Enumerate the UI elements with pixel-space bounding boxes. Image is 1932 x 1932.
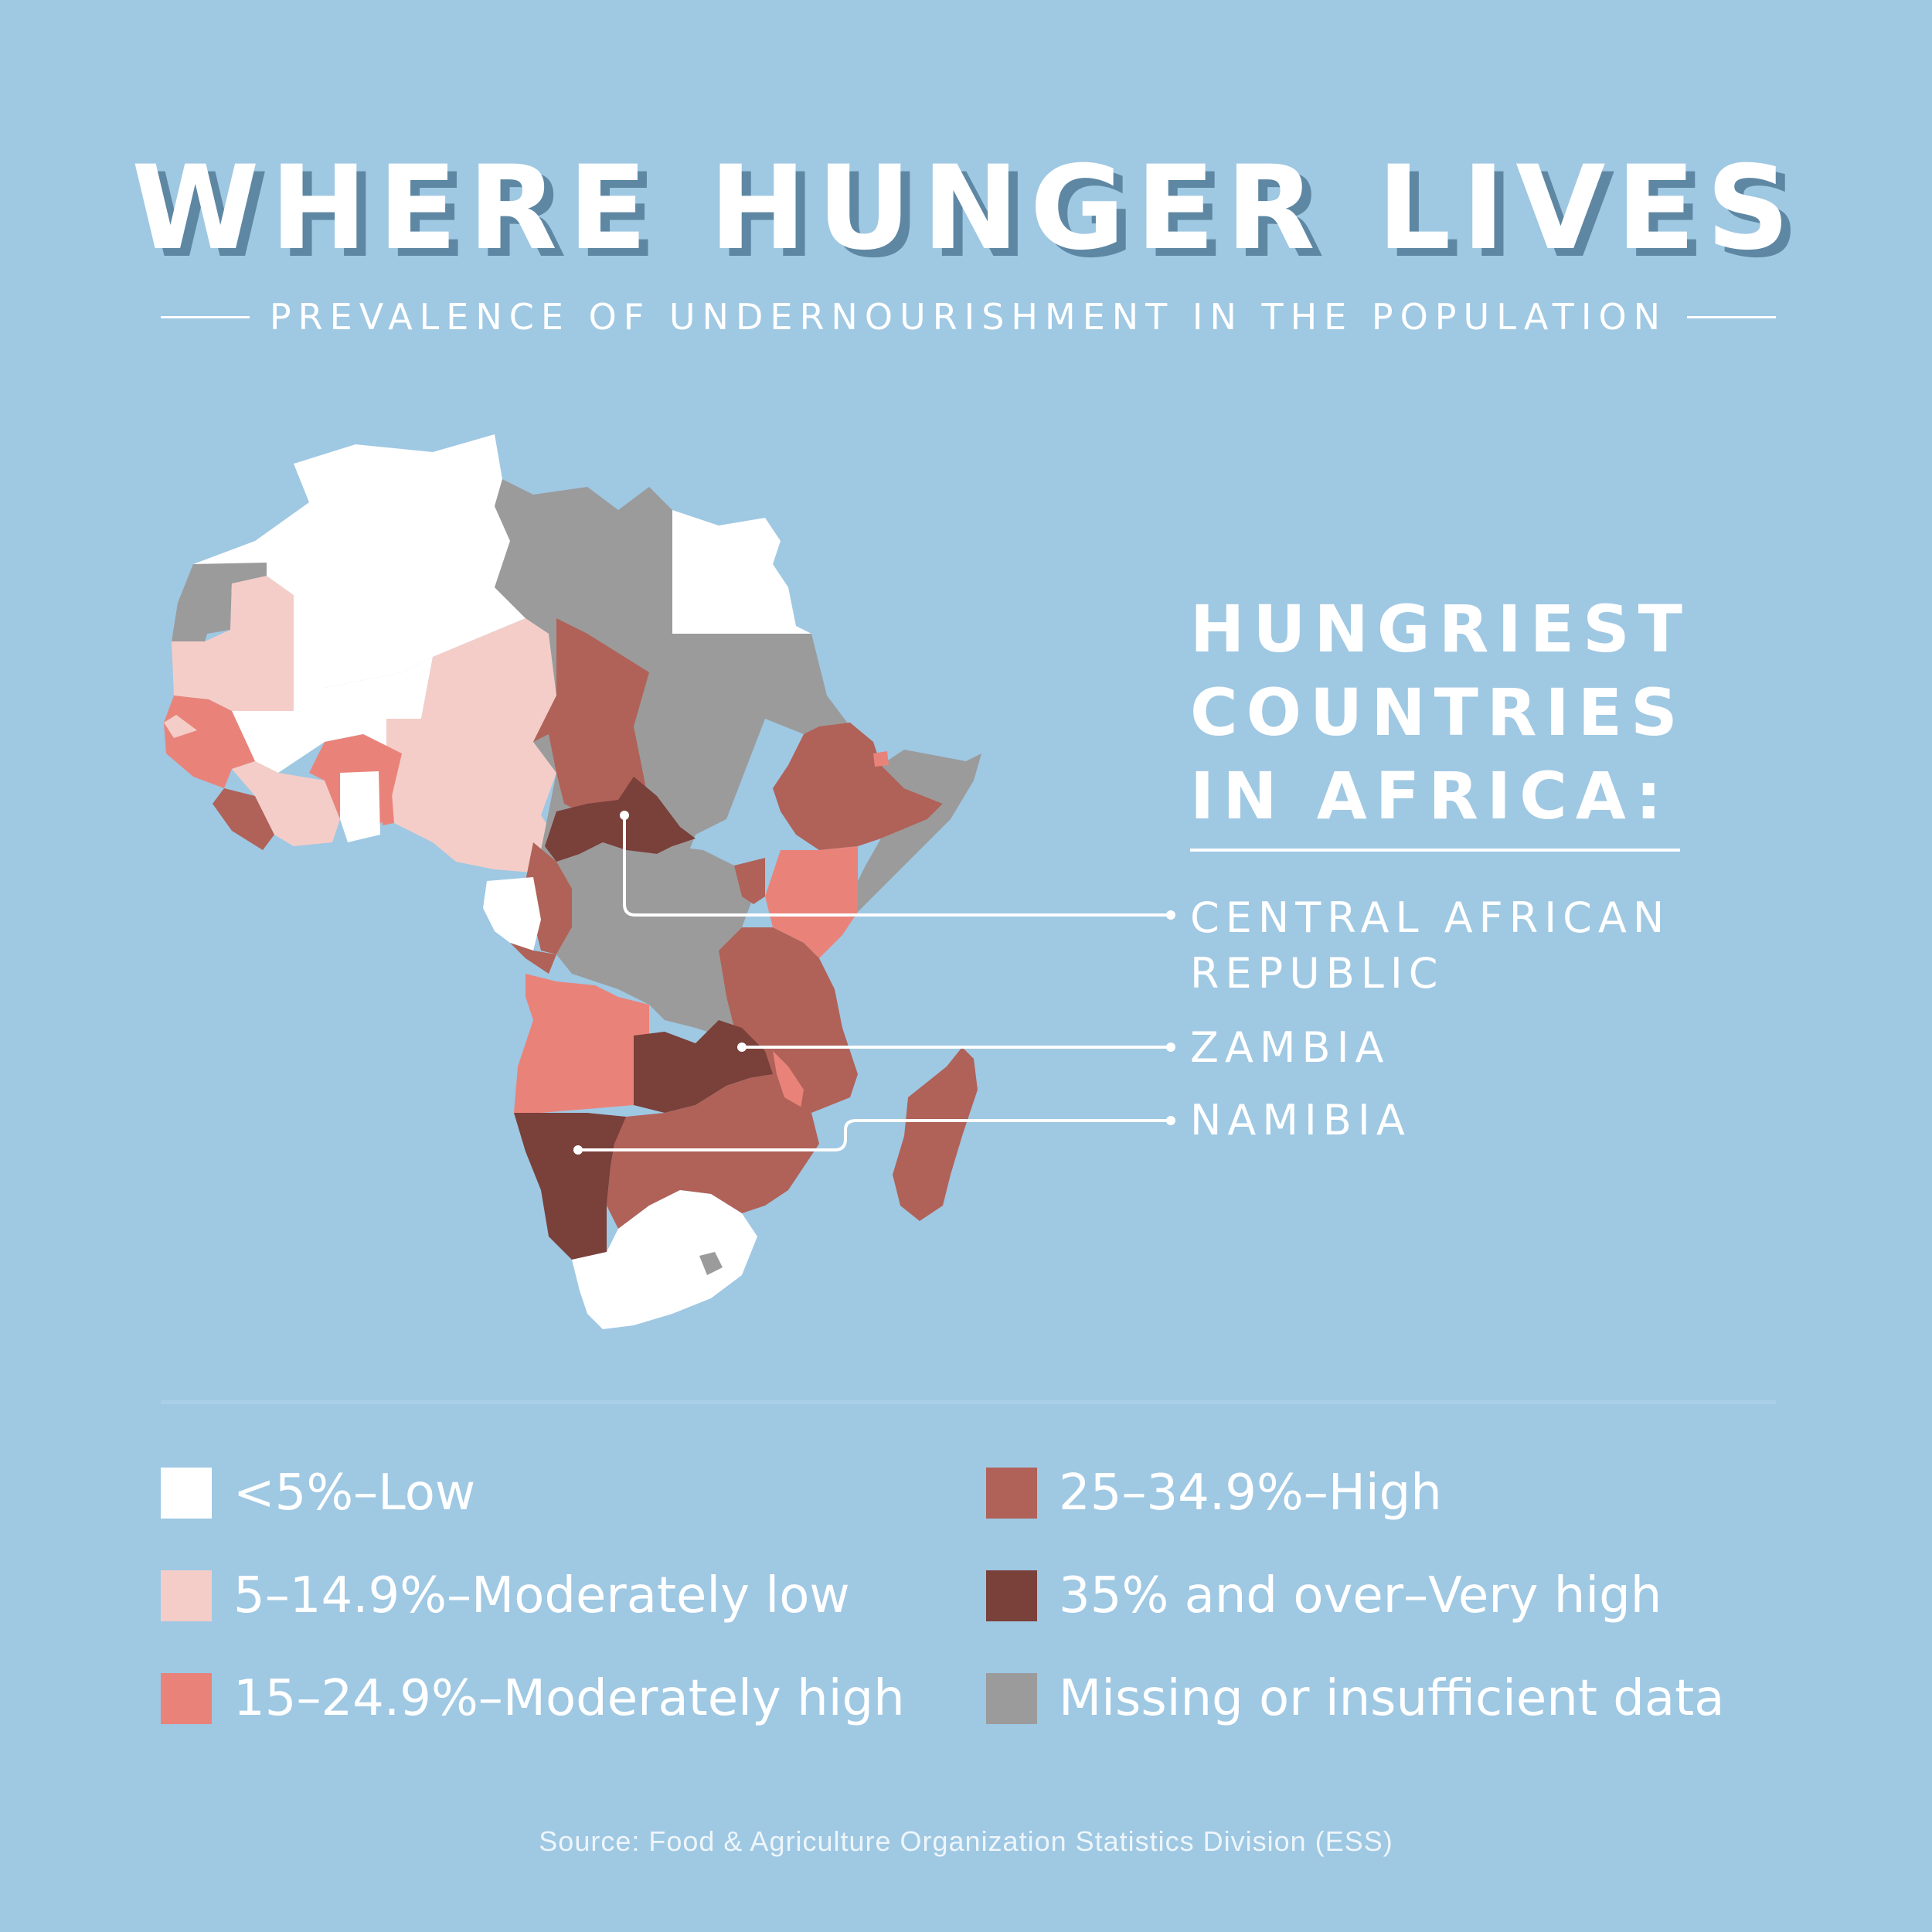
legend-item-moderately-high: 15–24.9%–Moderately high — [161, 1670, 905, 1727]
legend-item-moderately-low: 5–14.9%–Moderately low — [161, 1567, 850, 1624]
region-gambia[interactable] — [164, 715, 197, 738]
page-title: WHERE HUNGER LIVES — [131, 141, 1801, 276]
region-chad[interactable] — [533, 618, 649, 823]
region-togo[interactable] — [380, 773, 394, 825]
legend-item-high: 25–34.9%–High — [986, 1464, 1442, 1522]
callout-line-car — [623, 815, 1171, 917]
region-congo[interactable] — [510, 943, 556, 974]
legend-label: 15–24.9%–Moderately high — [233, 1670, 905, 1727]
region-tanzania[interactable] — [719, 927, 858, 1113]
region-gabon[interactable] — [483, 877, 541, 951]
region-djibouti[interactable] — [873, 751, 889, 767]
legend-label: Missing or insufficient data — [1059, 1670, 1725, 1727]
legend-label: 35% and over–Very high — [1059, 1567, 1662, 1624]
region-zambia[interactable] — [634, 1020, 773, 1113]
hungriest-rule — [1190, 849, 1680, 852]
region-mali[interactable] — [232, 595, 433, 773]
legend-item-missing: Missing or insufficient data — [986, 1670, 1724, 1727]
legend-label: 25–34.9%–High — [1059, 1464, 1442, 1522]
callout-label-line: REPUBLIC — [1190, 949, 1444, 998]
callout-line-namibia — [578, 1119, 1171, 1151]
legend-swatch — [161, 1673, 212, 1724]
region-car[interactable] — [545, 777, 696, 862]
subtitle-rule-right — [1687, 315, 1777, 318]
region-niger[interactable] — [386, 618, 564, 873]
legend-swatch — [161, 1570, 212, 1621]
legend-item-very-high: 35% and over–Very high — [986, 1567, 1662, 1624]
callout-car: CENTRAL AFRICAN REPUBLIC — [1190, 890, 1670, 1002]
region-malawi[interactable] — [773, 1051, 804, 1113]
callout-namibia: NAMIBIA — [1190, 1093, 1411, 1148]
legend-swatch — [986, 1468, 1037, 1519]
region-western-sahara[interactable] — [172, 563, 267, 641]
legend-item-low: <5%–Low — [161, 1464, 475, 1522]
region-ivory-coast[interactable] — [232, 761, 340, 846]
callout-dot-car-end — [1166, 910, 1175, 920]
hungriest-heading-line: HUNGRIEST — [1190, 591, 1691, 667]
hungriest-heading-line: COUNTRIES — [1190, 675, 1686, 750]
region-maghreb[interactable] — [193, 434, 526, 688]
legend-label: <5%–Low — [233, 1464, 476, 1522]
hungriest-heading-line: IN AFRICA: — [1190, 758, 1670, 834]
region-mauritania[interactable] — [172, 576, 294, 711]
region-somalia[interactable] — [850, 750, 981, 912]
page-subtitle: PREVALENCE OF UNDERNOURISHMENT IN THE PO… — [269, 296, 1668, 338]
region-egypt[interactable] — [672, 510, 811, 634]
callout-dot-namibia-start — [573, 1145, 583, 1155]
region-lesotho[interactable] — [699, 1252, 723, 1275]
region-uganda[interactable] — [734, 858, 765, 904]
region-kenya[interactable] — [765, 846, 858, 958]
region-south-africa[interactable] — [572, 1190, 757, 1329]
region-drc[interactable] — [556, 842, 753, 1036]
callout-dot-namibia-end — [1166, 1116, 1175, 1125]
subtitle-row: PREVALENCE OF UNDERNOURISHMENT IN THE PO… — [161, 294, 1777, 340]
region-angola[interactable] — [514, 974, 649, 1113]
legend-label: 5–14.9%–Moderately low — [233, 1567, 850, 1624]
callout-lines — [578, 815, 1171, 1151]
callout-label-line: CENTRAL AFRICAN — [1190, 893, 1671, 942]
hungriest-heading: HUNGRIEST COUNTRIES IN AFRICA: — [1190, 587, 1685, 838]
callout-dot-zambia-start — [737, 1043, 747, 1052]
subtitle-rule-left — [161, 315, 250, 318]
legend-swatch — [161, 1468, 212, 1519]
source-note: Source: Food & Agriculture Organization … — [539, 1825, 1393, 1857]
region-guinea[interactable] — [164, 696, 255, 788]
callout-label-line: NAMIBIA — [1190, 1096, 1411, 1145]
legend-swatch — [986, 1570, 1037, 1621]
region-ethiopia[interactable] — [773, 723, 943, 850]
region-madagascar[interactable] — [893, 1047, 978, 1221]
legend-swatch — [986, 1673, 1037, 1724]
legend-divider — [161, 1400, 1776, 1404]
region-ghana[interactable] — [340, 771, 380, 842]
callout-zambia: ZAMBIA — [1190, 1020, 1389, 1076]
callout-label-line: ZAMBIA — [1190, 1023, 1390, 1072]
callout-dot-zambia-end — [1166, 1043, 1175, 1052]
callout-dot-car-start — [620, 811, 629, 820]
